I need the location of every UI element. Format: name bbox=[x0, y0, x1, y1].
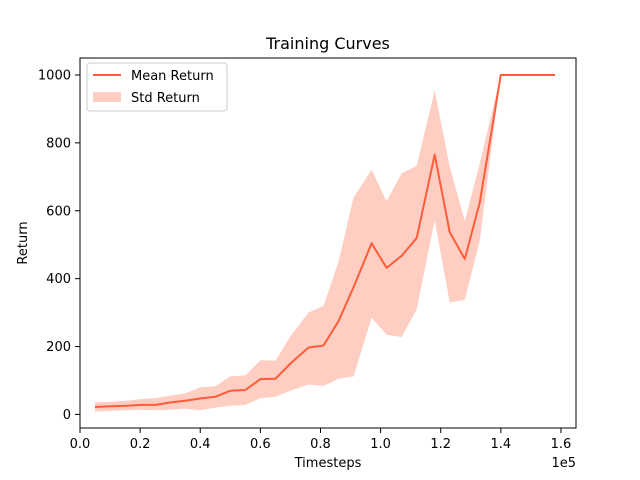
x-tick-label: 1.6 bbox=[551, 437, 572, 452]
y-tick-label: 200 bbox=[46, 340, 71, 355]
y-tick-label: 1000 bbox=[38, 68, 71, 83]
y-axis-label: Return bbox=[16, 221, 31, 264]
x-tick-label: 1.2 bbox=[430, 437, 451, 452]
x-tick-label: 0.0 bbox=[70, 437, 91, 452]
legend-label-std-return: Std Return bbox=[131, 91, 200, 106]
plot-frame bbox=[79, 57, 577, 429]
x-axis-ticks: 0.0 0.2 0.4 0.6 0.8 1.0 1.2 1.4 1.6 bbox=[70, 428, 572, 452]
std-return-band bbox=[95, 75, 555, 412]
mean-return-line bbox=[94, 74, 555, 408]
x-tick-label: 0.2 bbox=[130, 437, 151, 452]
legend: Mean Return Std Return bbox=[86, 62, 228, 112]
chart-title: Training Curves bbox=[265, 34, 390, 53]
legend-label-mean-return: Mean Return bbox=[131, 69, 214, 84]
legend-swatch-std-return bbox=[93, 92, 121, 102]
x-tick-label: 0.6 bbox=[250, 437, 271, 452]
std-band-layer bbox=[95, 75, 555, 412]
x-axis-offset-label: 1e5 bbox=[551, 456, 576, 471]
y-tick-label: 800 bbox=[46, 136, 71, 151]
y-tick-label: 600 bbox=[46, 204, 71, 219]
mean-line-layer bbox=[94, 74, 556, 408]
y-tick-label: 0 bbox=[63, 408, 71, 423]
y-axis-ticks: 0 200 400 600 800 1000 bbox=[38, 68, 80, 423]
x-tick-label: 1.0 bbox=[370, 437, 391, 452]
x-axis-label: Timesteps bbox=[294, 456, 362, 471]
x-tick-label: 0.8 bbox=[310, 437, 331, 452]
x-tick-label: 1.4 bbox=[491, 437, 512, 452]
x-tick-label: 0.4 bbox=[190, 437, 211, 452]
legend-box bbox=[86, 62, 228, 112]
y-tick-label: 400 bbox=[46, 272, 71, 287]
